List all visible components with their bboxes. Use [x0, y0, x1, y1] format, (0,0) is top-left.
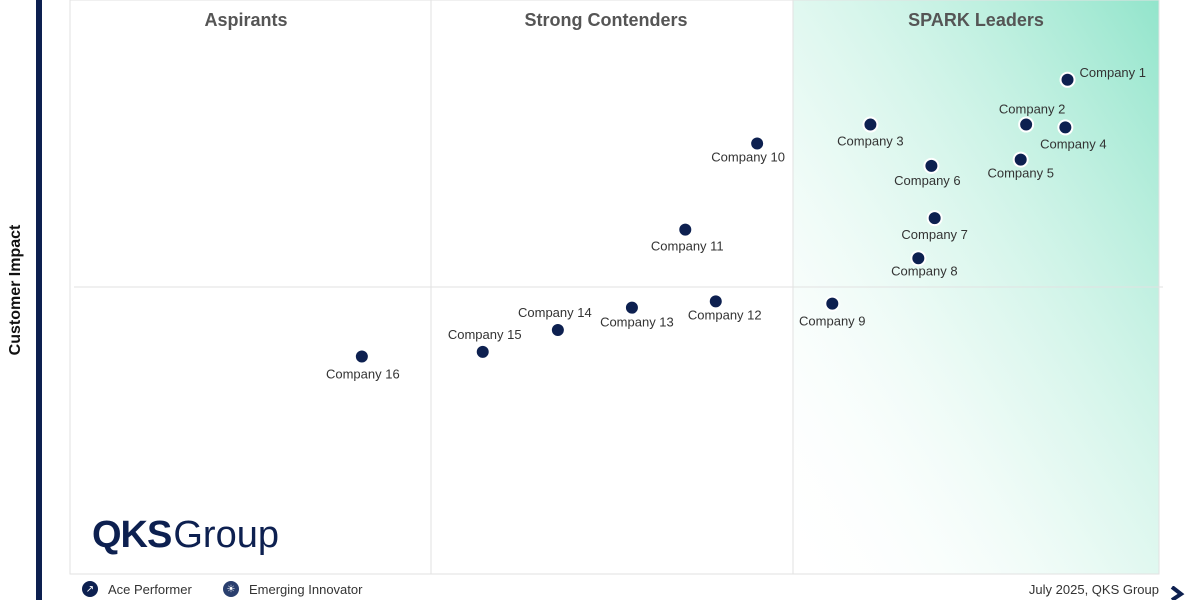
data-point	[926, 210, 943, 227]
data-point	[707, 293, 724, 310]
point-label: Company 4	[1040, 136, 1106, 151]
point-label: Company 16	[326, 366, 400, 381]
quadrant-title-aspirants: Aspirants	[204, 10, 287, 30]
point-label: Company 3	[837, 134, 903, 149]
y-axis-bar	[36, 0, 42, 600]
point-label: Company 10	[711, 150, 785, 165]
quadrant-title-spark-leaders: SPARK Leaders	[908, 10, 1044, 30]
point-label: Company 1	[1080, 65, 1146, 80]
data-point	[1057, 119, 1074, 136]
logo-bold: QKS	[92, 514, 172, 556]
bulb-icon: ☀	[223, 581, 239, 597]
point-label: Company 13	[600, 315, 674, 330]
trend-up-icon: ↗	[82, 581, 98, 597]
point-label: Company 5	[987, 166, 1053, 181]
quadrant-title-strong-contenders: Strong Contenders	[524, 10, 687, 30]
point-label: Company 8	[891, 263, 957, 278]
chevron-right-icon	[1170, 586, 1185, 600]
data-point	[549, 322, 566, 339]
point-label: Company 12	[688, 307, 762, 322]
qks-group-logo: QKSGroup	[92, 514, 279, 557]
point-label: Company 14	[518, 305, 592, 320]
data-point	[749, 135, 766, 152]
data-point	[1059, 71, 1076, 88]
data-point	[910, 250, 927, 267]
credit-text: July 2025, QKS Group	[1028, 582, 1159, 597]
point-label: Company 7	[901, 227, 967, 242]
data-point	[1012, 151, 1029, 168]
point-label: Company 11	[651, 239, 724, 254]
data-point	[824, 295, 841, 312]
legend-emerging-innovator: ☀ Emerging Innovator	[223, 581, 362, 597]
points-layer: Company 1 Company 2 Company 3 Company 4 Comp…	[326, 65, 1146, 382]
data-point	[623, 299, 640, 316]
data-point	[923, 157, 940, 174]
point-label: Company 15	[448, 327, 522, 342]
legend-label-emerging: Emerging Innovator	[249, 581, 363, 597]
point-label: Company 2	[999, 102, 1065, 117]
data-point	[1018, 116, 1035, 133]
point-label: Company 9	[799, 314, 865, 329]
legend-ace-performer: ↗ Ace Performer	[82, 581, 192, 597]
data-point	[862, 116, 879, 133]
data-point	[474, 343, 491, 360]
data-point	[677, 221, 694, 238]
legend-label-ace: Ace Performer	[108, 581, 192, 597]
data-point	[353, 348, 370, 365]
point-label: Company 6	[894, 173, 960, 188]
logo-regular: Group	[173, 514, 279, 556]
